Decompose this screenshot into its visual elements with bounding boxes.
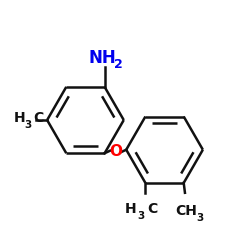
Text: H: H (125, 202, 137, 216)
Text: 2: 2 (114, 58, 122, 71)
Text: NH: NH (88, 50, 116, 68)
Text: CH: CH (175, 204, 197, 218)
Text: 3: 3 (24, 120, 32, 130)
Text: 3: 3 (138, 211, 145, 221)
Text: C: C (147, 202, 158, 216)
Text: H: H (13, 111, 25, 125)
Text: 3: 3 (196, 212, 203, 222)
Text: O: O (109, 144, 122, 159)
Text: C: C (34, 111, 44, 125)
